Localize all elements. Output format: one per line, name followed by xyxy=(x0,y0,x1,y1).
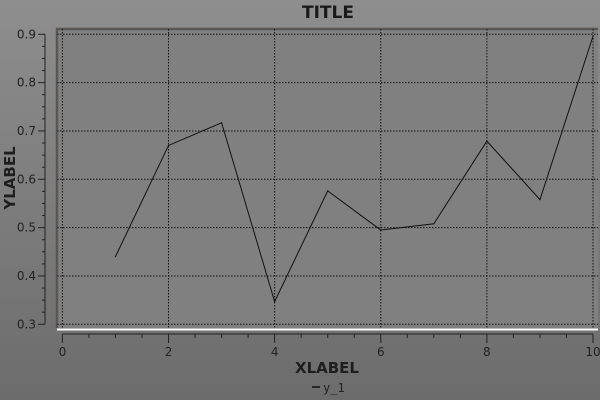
x-axis: 0 2 4 6 8 10 xyxy=(59,333,600,359)
legend-label: y_1 xyxy=(323,381,345,395)
x-tick-label: 8 xyxy=(483,345,491,359)
data-point xyxy=(274,300,276,303)
data-point xyxy=(327,190,329,192)
data-point xyxy=(486,140,488,142)
x-tick-label: 6 xyxy=(377,345,385,359)
data-point xyxy=(433,223,435,225)
data-point xyxy=(592,35,594,37)
y-tick-label: 0.8 xyxy=(17,76,36,90)
data-point xyxy=(380,229,382,231)
series-layer xyxy=(114,35,594,303)
data-point xyxy=(539,199,541,201)
x-tick-label: 4 xyxy=(271,345,279,359)
y-tick-label: 0.5 xyxy=(17,221,36,235)
legend: y_1 xyxy=(312,381,345,395)
series-line-y_1 xyxy=(115,36,594,303)
grid xyxy=(57,29,598,328)
y-tick-label: 0.6 xyxy=(17,172,36,186)
x-tick-label: 10 xyxy=(585,345,600,359)
data-point xyxy=(167,144,170,147)
y-axis: 0.3 0.4 0.5 0.6 0.7 0.8 0.9 xyxy=(17,27,46,331)
data-point xyxy=(220,122,223,124)
y-tick-label: 0.3 xyxy=(17,317,36,331)
x-axis-label: XLABEL xyxy=(295,359,359,377)
y-axis-label: YLABEL xyxy=(1,146,19,211)
plot-frame xyxy=(55,27,598,328)
y-tick-label: 0.7 xyxy=(17,124,36,138)
y-tick-label: 0.9 xyxy=(17,27,36,41)
x-tick-label: 0 xyxy=(59,345,67,359)
plot-area xyxy=(57,28,598,328)
x-tick-label: 2 xyxy=(165,345,173,359)
data-point xyxy=(114,256,117,258)
y-tick-label: 0.4 xyxy=(17,269,36,283)
chart-title: TITLE xyxy=(302,3,354,23)
